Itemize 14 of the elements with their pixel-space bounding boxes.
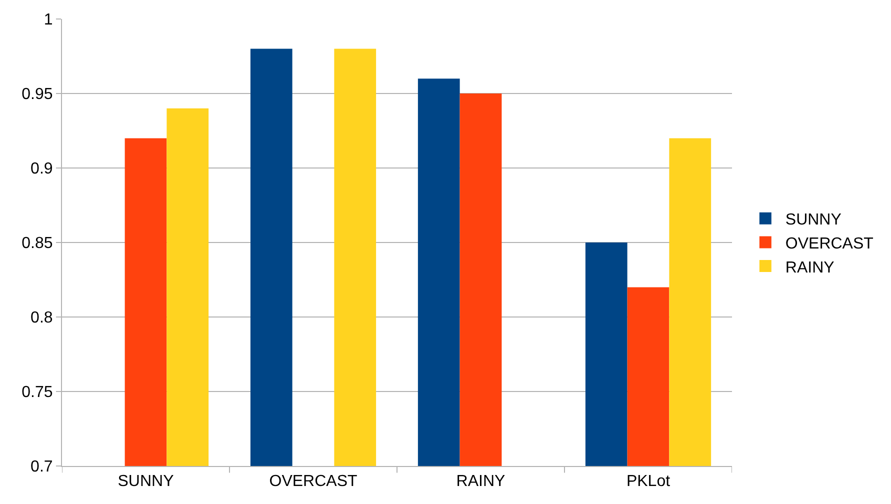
y-tick-label: 0.75 xyxy=(22,384,53,402)
y-tick-label: 0.9 xyxy=(30,160,53,178)
legend-label: SUNNY xyxy=(785,212,842,229)
x-tick-label: RAINY xyxy=(456,473,506,490)
x-tick-label: SUNNY xyxy=(118,473,174,490)
y-tick-label: 0.8 xyxy=(30,310,53,327)
x-tick-label: OVERCAST xyxy=(269,473,358,490)
y-tick-label: 0.7 xyxy=(30,458,53,476)
legend-label: RAINY xyxy=(785,259,835,276)
x-tick-label: PKLot xyxy=(626,473,671,490)
legend-label: OVERCAST xyxy=(785,235,874,252)
y-tick-label: 0.85 xyxy=(22,235,53,252)
y-tick-label: 0.95 xyxy=(22,86,53,104)
y-tick-label: 1 xyxy=(44,12,53,29)
